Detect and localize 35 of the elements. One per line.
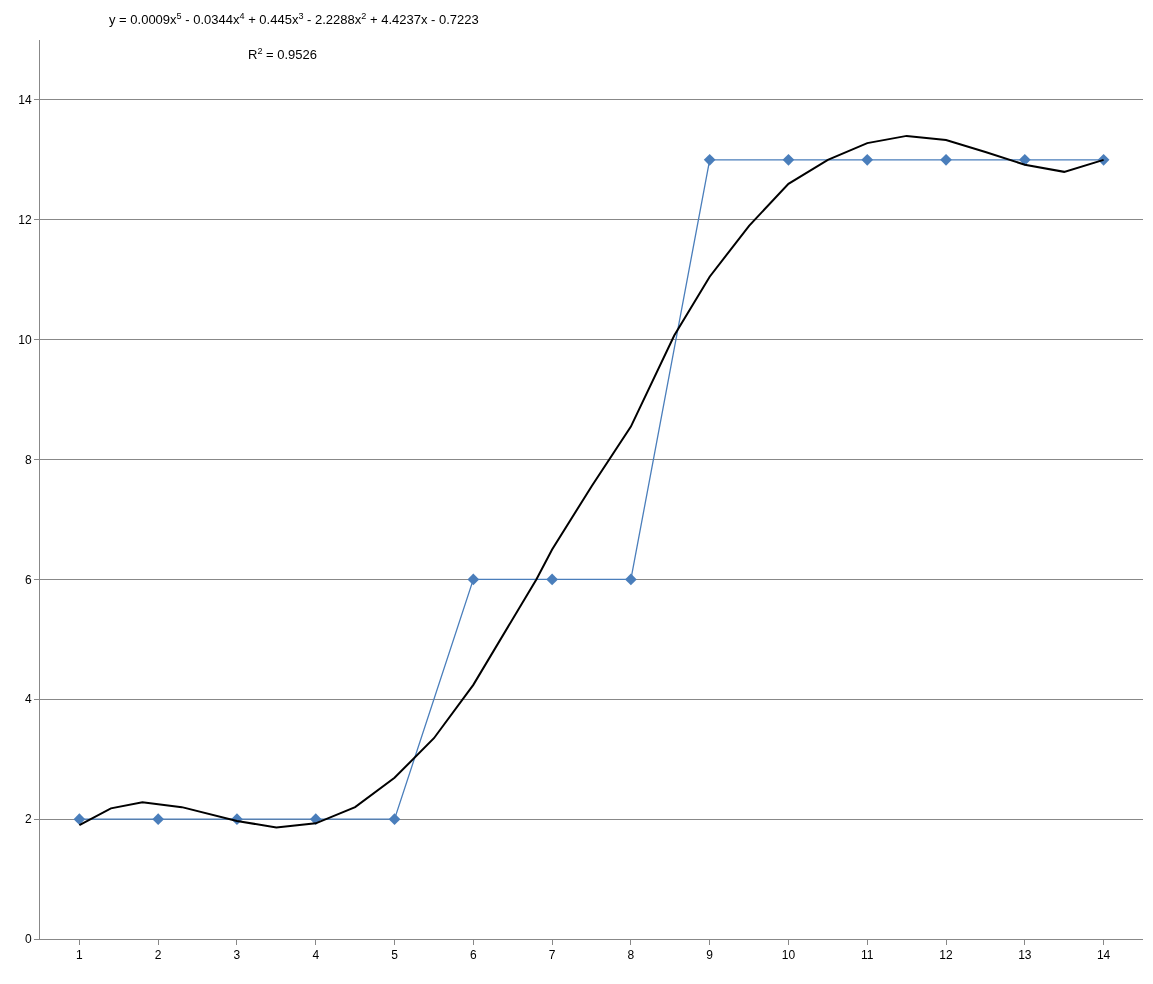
y-tick-label: 2: [24, 812, 32, 827]
y-tick-label: 4: [24, 692, 32, 707]
x-tick-label: 2: [154, 948, 162, 963]
annotation: R$^{2}$ = 0.9526: [248, 46, 318, 63]
point: [625, 573, 637, 586]
x-tick-label: 14: [1096, 948, 1111, 963]
y-tick-label: 6: [24, 572, 32, 587]
point: [1018, 154, 1031, 166]
x-tick-label: 12: [939, 948, 954, 963]
x-tick-label: 4: [312, 948, 320, 963]
x-tick-label: 1: [76, 948, 84, 963]
point: [73, 813, 86, 825]
x-tick-label: 13: [1018, 948, 1032, 963]
point: [861, 154, 874, 166]
y-tick-label: 8: [24, 452, 32, 467]
point: [152, 813, 165, 825]
x-tick-label: 11: [861, 948, 874, 963]
y-tick-label: 10: [18, 332, 32, 347]
text: y = 0.0009x$^{5}$ - 0.0344x$^{4}$ + 0.445x$^{3}$ - 2.2288x$^{2}$ + 4.4237x - 0.7223: [109, 11, 479, 28]
y-tick-label: 14: [18, 93, 32, 108]
x-tick-label: 10: [781, 948, 796, 963]
x-tick-label: 6: [469, 948, 477, 963]
point: [703, 154, 716, 166]
x-tick-label: 5: [391, 948, 399, 963]
point: [940, 154, 952, 166]
y-tick-label: 12: [18, 213, 32, 227]
point: [782, 154, 795, 166]
point: [546, 573, 558, 586]
x-tick-label: 3: [233, 948, 241, 963]
x-tick-label: 8: [627, 948, 635, 963]
point: [467, 573, 480, 586]
point: [388, 813, 401, 825]
x-tick-label: 9: [706, 948, 714, 963]
y-tick-label: 0: [24, 932, 32, 947]
x-tick-label: 7: [548, 948, 556, 963]
